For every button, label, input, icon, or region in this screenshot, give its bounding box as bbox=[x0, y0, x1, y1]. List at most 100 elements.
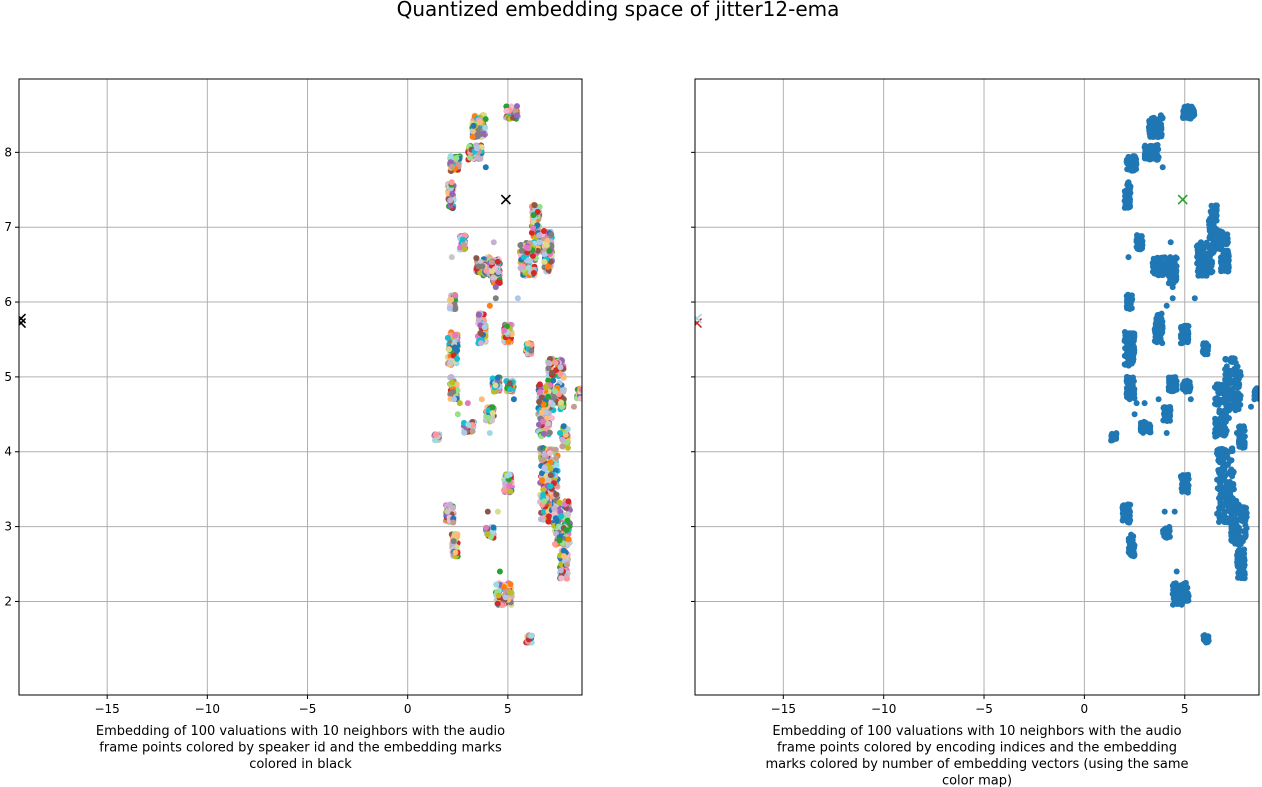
audio-frame-point bbox=[1227, 487, 1234, 494]
audio-frame-point bbox=[447, 197, 454, 204]
audio-frame-point bbox=[540, 418, 547, 425]
audio-frame-point bbox=[514, 295, 521, 302]
audio-frame-point bbox=[565, 498, 572, 505]
audio-frame-point bbox=[1181, 378, 1188, 385]
audio-frame-point bbox=[484, 531, 491, 538]
audio-frame-point bbox=[452, 549, 459, 556]
audio-frame-point bbox=[1131, 349, 1138, 356]
audio-frame-point bbox=[1153, 336, 1160, 342]
audio-frame-point bbox=[578, 386, 582, 393]
audio-frame-point bbox=[547, 472, 554, 479]
audio-frame-point bbox=[1169, 284, 1176, 291]
audio-frame-point bbox=[492, 284, 499, 291]
audio-frame-point bbox=[1207, 242, 1214, 249]
audio-frame-point bbox=[1129, 545, 1136, 552]
audio-frame-point bbox=[1189, 105, 1196, 112]
audio-frame-point bbox=[489, 410, 496, 417]
audio-frame-point bbox=[534, 247, 541, 254]
audio-frame-point bbox=[447, 153, 454, 160]
audio-frame-point bbox=[444, 508, 451, 515]
audio-frame-point bbox=[1222, 356, 1229, 363]
audio-frame-point bbox=[541, 465, 548, 472]
audio-frame-point bbox=[546, 450, 553, 456]
y-tick-label: 5 bbox=[4, 370, 12, 384]
x-tick-label: −15 bbox=[771, 702, 796, 716]
audio-frame-point bbox=[541, 258, 548, 265]
audio-frame-point bbox=[541, 451, 548, 458]
audio-frame-point bbox=[1179, 338, 1186, 345]
audio-frame-point bbox=[1158, 133, 1165, 140]
audio-frame-point bbox=[1220, 411, 1227, 418]
audio-frame-point bbox=[1125, 505, 1132, 512]
audio-frame-point bbox=[1138, 420, 1145, 427]
audio-frame-point bbox=[486, 302, 493, 309]
audio-frame-point bbox=[490, 239, 497, 246]
audio-frame-point bbox=[1225, 258, 1232, 265]
audio-frame-point bbox=[489, 375, 496, 382]
y-tick-label: 6 bbox=[4, 295, 12, 309]
audio-frame-point bbox=[478, 396, 485, 403]
audio-frame-point bbox=[494, 258, 501, 265]
x-tick-label: −10 bbox=[195, 702, 220, 716]
audio-frame-point bbox=[482, 164, 489, 171]
audio-frame-point bbox=[558, 513, 565, 520]
audio-frame-point bbox=[559, 436, 566, 443]
audio-frame-point bbox=[550, 377, 557, 384]
audio-frame-point bbox=[1191, 295, 1198, 302]
audio-frame-point bbox=[1130, 164, 1137, 171]
audio-frame-point bbox=[1198, 239, 1204, 246]
audio-frame-point bbox=[504, 472, 511, 479]
audio-frame-point bbox=[1155, 396, 1162, 403]
audio-frame-point bbox=[1150, 155, 1157, 162]
audio-frame-point bbox=[475, 311, 482, 318]
audio-frame-point bbox=[1225, 267, 1232, 274]
audio-frame-point bbox=[482, 116, 489, 123]
audio-frame-point bbox=[1157, 316, 1164, 322]
audio-frame-point bbox=[1238, 436, 1245, 443]
audio-frame-point bbox=[513, 112, 520, 119]
audio-frame-point bbox=[545, 420, 552, 427]
audio-frame-point bbox=[446, 305, 453, 312]
audio-frame-point bbox=[451, 301, 458, 308]
audio-frame-point bbox=[1158, 310, 1165, 317]
audio-frame-point bbox=[469, 428, 476, 435]
audio-frame-point bbox=[470, 122, 477, 129]
audio-frame-point bbox=[1129, 377, 1136, 384]
audio-frame-point bbox=[473, 255, 480, 262]
audio-frame-point bbox=[1236, 547, 1243, 554]
audio-frame-point bbox=[1163, 534, 1170, 541]
audio-frame-point bbox=[1202, 636, 1209, 643]
audio-frame-point bbox=[461, 242, 468, 249]
audio-frame-point bbox=[1185, 476, 1192, 482]
audio-frame-point bbox=[478, 340, 484, 347]
audio-frame-point bbox=[1122, 336, 1128, 343]
audio-frame-point bbox=[1173, 381, 1180, 388]
x-tick-label: 5 bbox=[1181, 702, 1189, 716]
audio-frame-point bbox=[450, 519, 457, 526]
audio-frame-point bbox=[452, 332, 459, 339]
audio-frame-point bbox=[483, 524, 489, 531]
audio-frame-point bbox=[1200, 249, 1207, 256]
audio-frame-point bbox=[1212, 433, 1219, 440]
audio-frame-point bbox=[547, 258, 554, 265]
audio-frame-point bbox=[571, 403, 577, 410]
audio-frame-point bbox=[1163, 430, 1170, 436]
audio-frame-point bbox=[549, 369, 555, 376]
audio-frame-point bbox=[1221, 474, 1228, 481]
audio-frame-point bbox=[1233, 535, 1240, 542]
audio-frame-point bbox=[548, 415, 555, 422]
audio-frame-point bbox=[484, 508, 491, 515]
audio-frame-point bbox=[1122, 361, 1129, 368]
audio-frame-point bbox=[1128, 345, 1135, 352]
audio-frame-point bbox=[1130, 356, 1137, 363]
x-axis-label: Embedding of 100 valuations with 10 neig… bbox=[765, 724, 1188, 787]
audio-frame-point bbox=[1159, 164, 1166, 171]
audio-frame-point bbox=[520, 254, 527, 261]
audio-frame-point bbox=[560, 423, 567, 430]
audio-frame-point bbox=[490, 524, 497, 531]
audio-frame-point bbox=[560, 374, 567, 381]
audio-frame-point bbox=[433, 431, 440, 438]
audio-frame-point bbox=[507, 488, 514, 495]
audio-frame-point bbox=[538, 394, 545, 401]
audio-frame-point bbox=[481, 324, 488, 331]
